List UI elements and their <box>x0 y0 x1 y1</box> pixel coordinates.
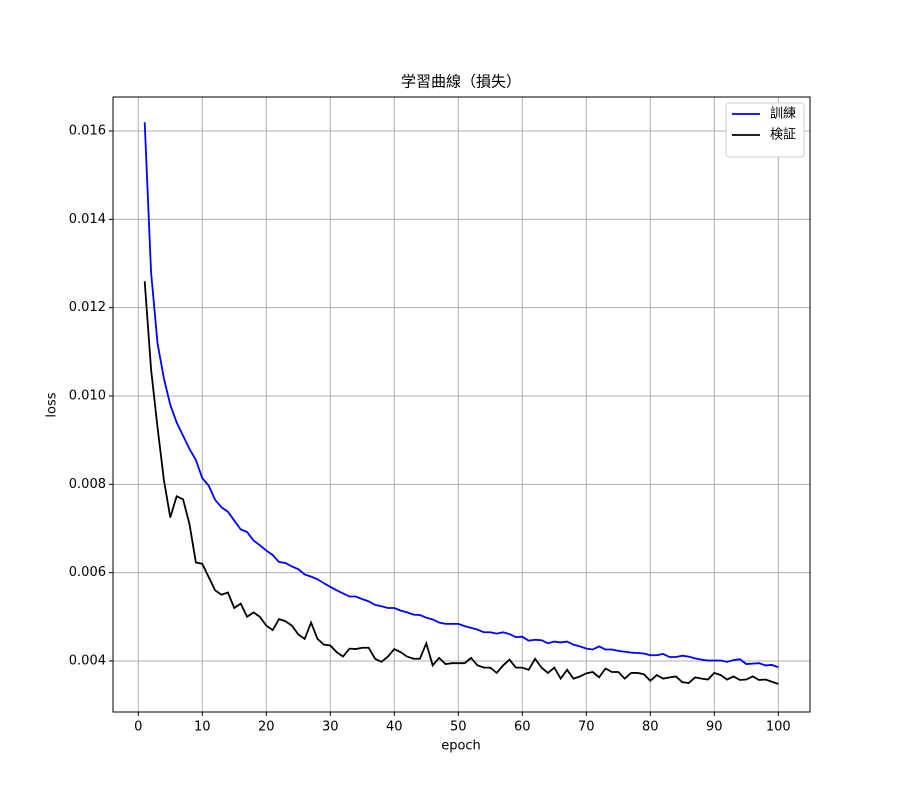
plot-frame <box>112 96 811 713</box>
chart-title: 学習曲線（損失） <box>401 73 521 91</box>
y-tick-label: 0.008 <box>69 477 106 492</box>
legend-label: 訓練 <box>770 106 796 122</box>
y-tick-label: 0.012 <box>69 300 106 315</box>
x-tick-label: 30 <box>322 720 339 735</box>
y-axis-label: loss <box>45 392 60 417</box>
series-line <box>143 122 779 669</box>
y-tick-label: 0.010 <box>69 388 106 403</box>
x-tick-label: 10 <box>194 720 211 735</box>
x-tick-label: 100 <box>766 720 791 735</box>
x-tick-label: 90 <box>706 720 723 735</box>
legend-label: 検証 <box>770 128 796 143</box>
x-tick-label: 20 <box>258 720 275 735</box>
series-line <box>143 281 779 685</box>
x-tick-label: 60 <box>514 720 531 735</box>
y-tick-label: 0.006 <box>69 565 106 580</box>
x-tick-label: 0 <box>134 720 142 735</box>
x-tick-label: 80 <box>642 720 659 735</box>
y-tick-label: 0.004 <box>69 653 106 668</box>
x-axis-label: epoch <box>441 739 481 754</box>
x-tick-label: 40 <box>386 720 403 735</box>
y-tick-label: 0.014 <box>69 212 106 227</box>
legend-box <box>725 102 805 158</box>
y-tick-label: 0.016 <box>69 124 106 139</box>
x-tick-label: 50 <box>450 720 467 735</box>
x-tick-label: 70 <box>578 720 595 735</box>
